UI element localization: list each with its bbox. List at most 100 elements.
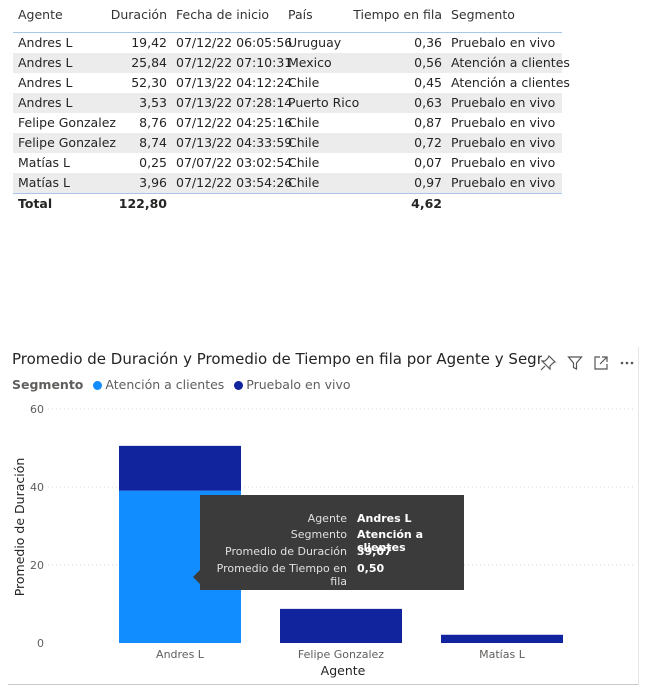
cell-duracion: 3,96	[139, 175, 167, 190]
cell-agente: Matías L	[18, 175, 70, 190]
cell-pais: Chile	[288, 115, 320, 130]
cell-segmento: Atención a clientes	[451, 75, 570, 90]
cell-pais: Uruguay	[288, 35, 342, 50]
bar-pruebalo[interactable]	[119, 445, 241, 491]
cell-tiempo: 0,72	[414, 135, 442, 150]
filter-icon[interactable]	[567, 355, 583, 375]
table-row[interactable]: Andres L 19,42 07/12/22 06:05:56 Uruguay 0,3…	[13, 33, 562, 53]
chart-visual[interactable]: Promedio de Duración y Promedio de Tiemp…	[8, 347, 639, 685]
cell-segmento: Pruebalo en vivo	[451, 155, 556, 170]
cell-pais: Chile	[288, 155, 320, 170]
cell-segmento: Pruebalo en vivo	[451, 115, 556, 130]
bar-pruebalo[interactable]	[441, 634, 563, 643]
cell-pais: Chile	[288, 135, 320, 150]
cell-duracion: 3,53	[139, 95, 167, 110]
cell-duracion: 8,76	[139, 115, 167, 130]
more-options-icon[interactable]	[619, 355, 635, 375]
tooltip-value-segmento: Atención a clientes	[357, 528, 423, 554]
cell-tiempo: 0,36	[414, 35, 442, 50]
cell-agente: Matías L	[18, 155, 70, 170]
cell-pais: Chile	[288, 175, 320, 190]
cell-duracion: 25,84	[131, 55, 167, 70]
cell-fecha: 07/07/22 03:02:54	[176, 155, 293, 170]
cell-fecha: 07/12/22 03:54:26	[176, 175, 293, 190]
cell-pais: Puerto Rico	[288, 95, 360, 110]
cell-fecha: 07/12/22 07:10:31	[176, 55, 293, 70]
cell-fecha: 07/12/22 06:05:56	[176, 35, 293, 50]
column-header-duracion[interactable]: Duración	[110, 7, 167, 22]
cell-duracion: 8,74	[139, 135, 167, 150]
cell-tiempo: 0,63	[414, 95, 442, 110]
table-row[interactable]: Felipe Gonzalez 8,76 07/12/22 04:25:16 Chil…	[13, 113, 562, 133]
cell-fecha: 07/13/22 04:33:59	[176, 135, 293, 150]
cell-segmento: Pruebalo en vivo	[451, 95, 556, 110]
tooltip-key-agente: Agente	[307, 512, 347, 525]
column-header-fecha[interactable]: Fecha de inicio	[176, 7, 270, 22]
tooltip-value-tiempo: 0,50	[357, 562, 385, 575]
table-row[interactable]: Andres L 52,30 07/13/22 04:12:24 Chile 0,45 A…	[13, 73, 570, 93]
tooltip-key-segmento: Segmento	[290, 528, 347, 541]
cell-agente: Andres L	[18, 75, 73, 90]
y-tick-label: 20	[30, 559, 44, 572]
cell-duracion: 52,30	[131, 75, 167, 90]
tooltip-key-tiempo: Promedio de Tiempo en fila	[216, 562, 347, 588]
legend-item-atencion[interactable]: Atención a clientes	[93, 377, 224, 392]
table-total-row: Total 122,80 4,62	[13, 193, 562, 214]
legend-dot-pruebalo	[234, 380, 244, 390]
cell-fecha: 07/13/22 07:28:14	[176, 95, 293, 110]
cell-duracion: 0,25	[139, 155, 167, 170]
legend-label-pruebalo: Pruebalo en vivo	[246, 377, 351, 392]
pin-icon[interactable]	[540, 354, 557, 375]
table-row[interactable]: Andres L 3,53 07/13/22 07:28:14 Puerto Rico…	[13, 93, 562, 113]
column-header-pais[interactable]: País	[288, 7, 313, 22]
cell-tiempo: 0,87	[414, 115, 442, 130]
cell-fecha: 07/12/22 04:25:16	[176, 115, 293, 130]
tooltip-key-duracion: Promedio de Duración	[225, 545, 347, 558]
table-body: Andres L 19,42 07/12/22 06:05:56 Uruguay 0,3…	[13, 33, 570, 193]
focus-mode-icon[interactable]	[593, 355, 609, 375]
column-header-tiempo[interactable]: Tiempo en fila	[353, 7, 442, 22]
cell-agente: Felipe Gonzalez	[18, 115, 116, 130]
table-header: Agente Duración Fecha de inicio País Tie…	[13, 3, 562, 33]
x-axis-title: Agente	[321, 663, 366, 678]
cell-pais: Chile	[288, 75, 320, 90]
cell-agente: Andres L	[18, 55, 73, 70]
cell-segmento: Pruebalo en vivo	[451, 135, 556, 150]
cell-tiempo: 0,97	[414, 175, 442, 190]
cell-agente: Felipe Gonzalez	[18, 135, 116, 150]
column-header-segmento[interactable]: Segmento	[451, 7, 515, 22]
y-tick-label: 60	[30, 403, 44, 416]
legend-label-atencion: Atención a clientes	[105, 377, 225, 392]
cell-agente: Andres L	[18, 95, 73, 110]
cell-fecha: 07/13/22 04:12:24	[176, 75, 293, 90]
table-row[interactable]: Matías L 0,25 07/07/22 03:02:54 Chile 0,07 Pr…	[13, 153, 562, 173]
cell-pais: Mexico	[288, 55, 332, 70]
cell-tiempo: 0,56	[414, 55, 442, 70]
cell-duracion: 19,42	[131, 35, 167, 50]
chart-title: Promedio de Duración y Promedio de Tiemp…	[12, 350, 542, 368]
table-row[interactable]: Matías L 3,96 07/12/22 03:54:26 Chile 0,97 Pr…	[13, 173, 562, 193]
column-header-agente[interactable]: Agente	[18, 7, 63, 22]
legend-item-pruebalo[interactable]: Pruebalo en vivo	[234, 377, 351, 392]
total-label: Total	[18, 196, 53, 211]
x-tick-label: Matías L	[479, 648, 526, 661]
table-row[interactable]: Andres L 25,84 07/12/22 07:10:31 Mexico 0,56…	[13, 53, 570, 73]
bar-pruebalo[interactable]	[280, 608, 402, 643]
chart-plot: 0 20 40 60 Andres L Felipe Gonzalez Matías L Ag…	[12, 403, 634, 678]
x-tick-label: Felipe Gonzalez	[298, 648, 384, 661]
table-row[interactable]: Felipe Gonzalez 8,74 07/13/22 04:33:59 Chil…	[13, 133, 562, 153]
legend-dot-atencion	[93, 380, 103, 390]
cell-segmento: Pruebalo en vivo	[451, 35, 556, 50]
tooltip-value-agente: Andres L	[357, 512, 412, 525]
cell-agente: Andres L	[18, 35, 73, 50]
legend-title: Segmento	[12, 377, 84, 392]
cell-tiempo: 0,07	[414, 155, 442, 170]
total-duracion: 122,80	[118, 196, 167, 211]
y-axis-title: Promedio de Duración	[12, 458, 27, 597]
y-tick-label: 40	[30, 481, 44, 494]
cell-segmento: Pruebalo en vivo	[451, 175, 556, 190]
chart-tooltip: Agente Andres L Segmento Atención a clie…	[193, 495, 464, 590]
data-table: Agente Duración Fecha de inicio País Tie…	[13, 3, 570, 214]
total-tiempo: 4,62	[411, 196, 442, 211]
chart-legend: Segmento Atención a clientes Pruebalo en…	[12, 377, 357, 392]
